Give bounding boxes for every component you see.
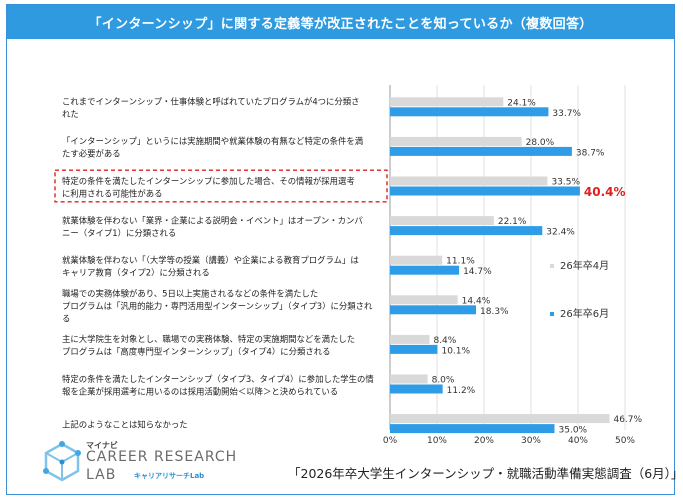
x-tick-label: 20% xyxy=(474,436,494,446)
x-tick-label: 50% xyxy=(615,436,635,446)
category-label: ニー（タイプ1）に分類される xyxy=(62,228,176,238)
bar-april xyxy=(390,176,548,186)
chart-frame: 「インターンシップ」に関する定義等が改正されたことを知っているか（複数回答） xyxy=(6,4,675,495)
bar-april xyxy=(390,374,428,384)
value-label-april: 24.1% xyxy=(507,98,536,108)
value-label-april: 46.7% xyxy=(613,415,642,425)
bar-june xyxy=(390,226,543,236)
category-label: 上記のようなことは知らなかった xyxy=(62,420,188,430)
category-label: れた xyxy=(62,109,79,119)
x-tick-label: 10% xyxy=(427,436,447,446)
legend-label-april: 26年卒4月 xyxy=(560,259,609,272)
value-label-april: 14.4% xyxy=(462,296,491,306)
x-tick-label: 30% xyxy=(521,436,541,446)
value-label-april: 11.1% xyxy=(446,257,475,267)
logo-brand-small: マイナビ xyxy=(86,441,118,450)
value-label-june: 32.4% xyxy=(546,228,575,238)
bar-april xyxy=(390,414,610,424)
value-label-april: 8.0% xyxy=(432,376,455,386)
value-label-june: 40.4% xyxy=(584,185,626,199)
x-tick-label: 40% xyxy=(568,436,588,446)
bar-june xyxy=(390,424,555,434)
bar-april xyxy=(390,255,443,265)
bar-april xyxy=(390,136,522,146)
category-label: これまでインターンシップ・仕事体験と呼ばれていたプログラムが4つに分類さ xyxy=(62,97,360,107)
bar-april xyxy=(390,295,458,305)
category-label: たす必要がある xyxy=(62,149,121,159)
logo-brand-sub: キャリアリサーチLab xyxy=(134,472,205,480)
cube-logo-icon xyxy=(43,441,81,482)
category-label: 報を企業が採用選考に用いるのは採用活動開始＜以降＞と決められている xyxy=(62,386,338,396)
bar-april xyxy=(390,334,430,344)
bar-june xyxy=(390,265,460,275)
bar-june xyxy=(390,186,580,196)
category-label: る xyxy=(62,313,70,323)
legend-label-june: 26年卒6月 xyxy=(560,307,609,320)
bar-april xyxy=(390,97,504,107)
category-label: プログラムは「汎用的能力・専門活用型インターンシップ」（タイプ3）に分類され xyxy=(62,301,373,311)
bar-june xyxy=(390,107,549,117)
value-label-april: 33.5% xyxy=(551,178,580,188)
value-label-april: 28.0% xyxy=(526,138,555,148)
category-label: 主に大学院生を対象とし、職場での実務体験、特定の実施期間などを満たした xyxy=(62,334,355,344)
category-label: プログラムは「高度専門型インターンシップ」（タイプ4）に分類される xyxy=(62,347,330,357)
logo-brand-lab: LAB xyxy=(86,467,117,483)
logo-brand-main: CAREER RESEARCH xyxy=(86,449,238,465)
value-label-june: 35.0% xyxy=(559,426,588,436)
source-caption: 「2026年卒大学生インターンシップ・就職活動準備実態調査（6月）」 xyxy=(288,466,683,481)
value-label-june: 33.7% xyxy=(552,109,581,119)
category-label: 特定の条件を満たしたインターンシップ（タイプ3、タイプ4）に参加した学生の情 xyxy=(62,374,374,384)
category-label: キャリア教育（タイプ2）に分類される xyxy=(62,267,210,277)
legend-swatch-april xyxy=(550,264,554,268)
category-label: 「インターンシップ」というには実施期間や就業体験の有無など特定の条件を満 xyxy=(62,136,363,146)
chart-title: 「インターンシップ」に関する定義等が改正されたことを知っているか（複数回答） xyxy=(7,5,674,39)
value-label-april: 22.1% xyxy=(498,217,527,227)
career-research-lab-logo: マイナビ CAREER RESEARCH LAB キャリアリサーチLab xyxy=(42,440,242,486)
legend-swatch-june xyxy=(550,312,554,316)
bar-june xyxy=(390,305,477,315)
category-label: 職場での実務体験があり、5日以上実施されるなどの条件を満たした xyxy=(62,288,318,298)
category-label: に利用される可能性がある xyxy=(62,188,163,198)
category-label: 就業体験を伴わない「業界・企業による説明会・イベント」はオープン・カンパ xyxy=(62,215,363,225)
value-label-june: 14.7% xyxy=(463,267,492,277)
bar-june xyxy=(390,146,572,156)
category-label: 就業体験を伴わない「（大学等の授業（講義）や企業による教育プログラム」は xyxy=(62,255,359,265)
value-label-june: 10.1% xyxy=(441,346,470,356)
bar-june xyxy=(390,344,438,354)
category-label: 特定の条件を満たしたインターンシップに参加した場合、その情報が採用選考 xyxy=(62,176,355,186)
value-label-june: 11.2% xyxy=(447,386,476,396)
bar-april xyxy=(390,216,494,226)
value-label-june: 18.3% xyxy=(480,307,509,317)
x-tick-label: 0% xyxy=(383,436,398,446)
bar-june xyxy=(390,384,443,394)
value-label-june: 38.7% xyxy=(576,148,605,158)
value-label-april: 8.4% xyxy=(433,336,456,346)
